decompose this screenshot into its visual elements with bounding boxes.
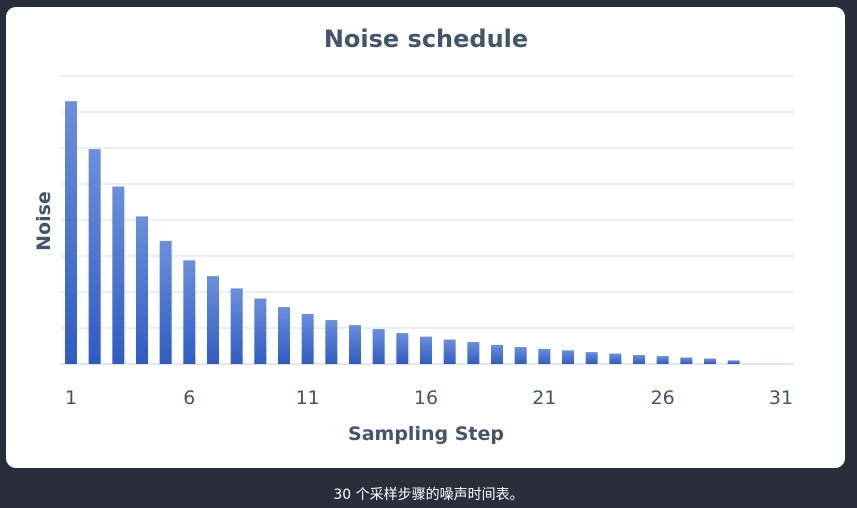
- x-tick-label-6: 6: [183, 387, 195, 409]
- bar-step-20: [514, 347, 527, 364]
- chart-card: 1 6 11 16 21 26 31 Noise schedule Sampling Ste…: [6, 7, 845, 468]
- bar-step-15: [396, 333, 409, 364]
- bar-step-18: [467, 342, 480, 364]
- bars: [65, 101, 740, 364]
- bar-step-5: [159, 240, 172, 364]
- bar-step-24: [609, 353, 622, 364]
- bar-step-7: [207, 276, 219, 364]
- bar-step-28: [704, 358, 716, 364]
- y-axis-label: Noise: [33, 191, 55, 251]
- bar-step-23: [585, 352, 598, 364]
- bar-step-26: [656, 356, 669, 364]
- bar-step-29: [727, 360, 740, 364]
- bar-step-2: [88, 149, 101, 364]
- bar-step-9: [254, 298, 267, 364]
- bar-step-13: [349, 325, 361, 364]
- noise-schedule-chart: 1 6 11 16 21 26 31 Noise schedule Sampling Ste…: [33, 25, 794, 445]
- bar-step-4: [136, 216, 148, 364]
- x-tick-label-16: 16: [414, 387, 438, 409]
- bar-step-3: [112, 186, 125, 364]
- bar-step-22: [562, 350, 574, 364]
- figure-caption: 30 个采样步骤的噪声时间表。: [333, 487, 524, 503]
- x-tick-label-26: 26: [651, 387, 675, 409]
- bar-step-21: [538, 348, 551, 364]
- bar-step-19: [491, 344, 503, 364]
- bar-step-25: [633, 355, 645, 364]
- bar-step-16: [420, 336, 432, 364]
- gridlines: [60, 75, 794, 365]
- bar-step-10: [278, 307, 290, 364]
- x-tick-label-11: 11: [296, 387, 320, 409]
- x-tick-label-21: 21: [532, 387, 556, 409]
- x-axis-label: Sampling Step: [348, 423, 504, 445]
- x-tick-label-1: 1: [65, 387, 77, 409]
- x-tick-label-31: 31: [769, 387, 793, 409]
- bar-step-17: [443, 339, 456, 364]
- bar-step-11: [301, 313, 314, 364]
- chart-title: Noise schedule: [324, 25, 528, 53]
- bar-step-8: [230, 288, 243, 364]
- x-tick-labels: 1 6 11 16 21 26 31: [65, 387, 793, 409]
- bar-step-12: [325, 320, 338, 364]
- bar-step-27: [680, 357, 693, 364]
- bar-step-14: [372, 329, 385, 364]
- bar-step-6: [183, 260, 196, 364]
- bar-step-1: [65, 101, 77, 364]
